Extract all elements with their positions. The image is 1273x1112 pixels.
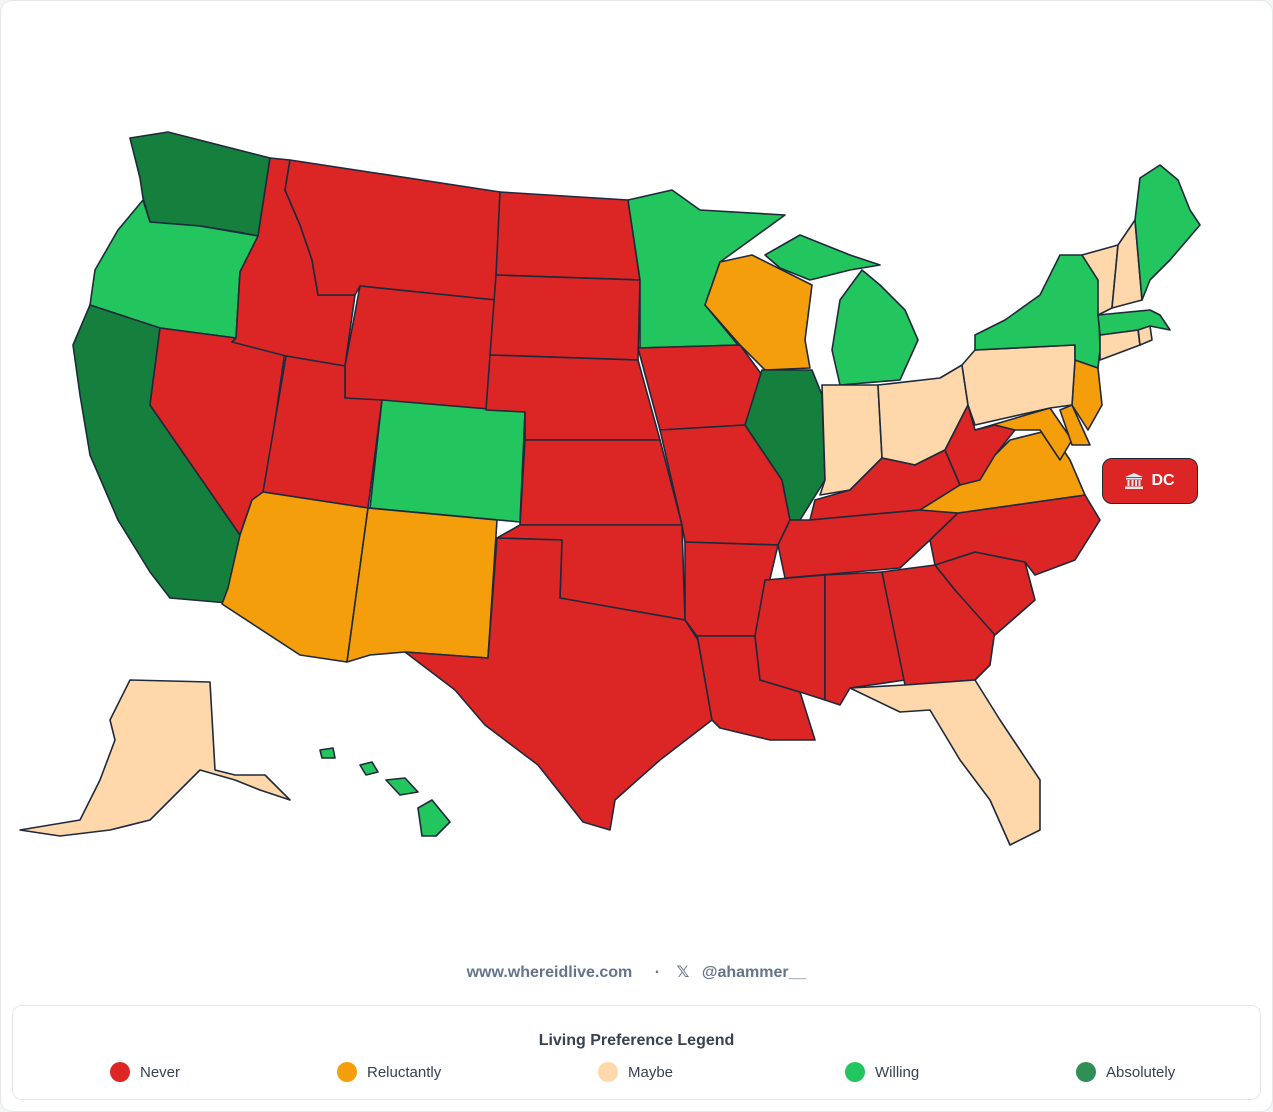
state-me[interactable] [1134,164,1201,301]
state-hi[interactable] [319,747,451,837]
state-ak[interactable] [19,679,291,837]
credits-line: www.whereidlive.com · 𝕏 @ahammer__ [0,962,1273,982]
website-link[interactable]: www.whereidlive.com [466,964,633,981]
state-fl[interactable] [849,679,1041,846]
state-co[interactable] [369,399,526,523]
state-pa[interactable] [961,344,1076,426]
credits-separator: · [654,964,661,981]
legend-label-never: Never [140,1063,181,1081]
state-tx[interactable] [404,537,713,831]
legend-dot-willing [845,1062,865,1082]
state-wi[interactable] [704,254,813,371]
state-nd[interactable] [495,191,641,281]
legend-label-willing: Willing [875,1063,920,1081]
legend-item-never: Never [110,1062,180,1082]
legend-dot-absolutely [1076,1062,1096,1082]
state-ks[interactable] [519,439,683,526]
dc-badge[interactable]: DC [1102,458,1198,504]
legend-panel: Living Preference Legend Never Reluctant… [12,1005,1261,1100]
government-building-icon [1125,473,1144,489]
legend-item-absolutely: Absolutely [1076,1062,1175,1082]
legend-item-maybe: Maybe [598,1062,673,1082]
state-md[interactable] [974,407,1073,461]
legend-item-willing: Willing [845,1062,919,1082]
legend-label-reluctantly: Reluctantly [367,1063,442,1081]
legend-dot-reluctantly [337,1062,357,1082]
state-wa[interactable] [129,131,271,237]
legend-label-maybe: Maybe [628,1063,674,1081]
state-nm[interactable] [346,507,498,663]
legend-item-reluctantly: Reluctantly [337,1062,441,1082]
state-mi[interactable] [764,234,919,386]
dc-label: DC [1151,472,1175,489]
state-vt[interactable] [1081,244,1119,316]
state-wy[interactable] [344,285,497,411]
state-ia[interactable] [637,344,763,431]
x-logo-icon: 𝕏 [676,964,690,981]
legend-dot-never [110,1062,130,1082]
legend-dot-maybe [598,1062,618,1082]
twitter-handle-link[interactable]: @ahammer__ [701,964,807,981]
state-de[interactable] [1059,404,1091,446]
state-mt[interactable] [284,159,501,301]
us-map [19,131,1201,846]
state-ma[interactable] [1097,309,1171,336]
state-sd[interactable] [489,274,641,361]
state-ms[interactable] [754,574,826,701]
legend-title: Living Preference Legend [538,1032,735,1049]
legend-label-absolutely: Absolutely [1106,1063,1176,1081]
